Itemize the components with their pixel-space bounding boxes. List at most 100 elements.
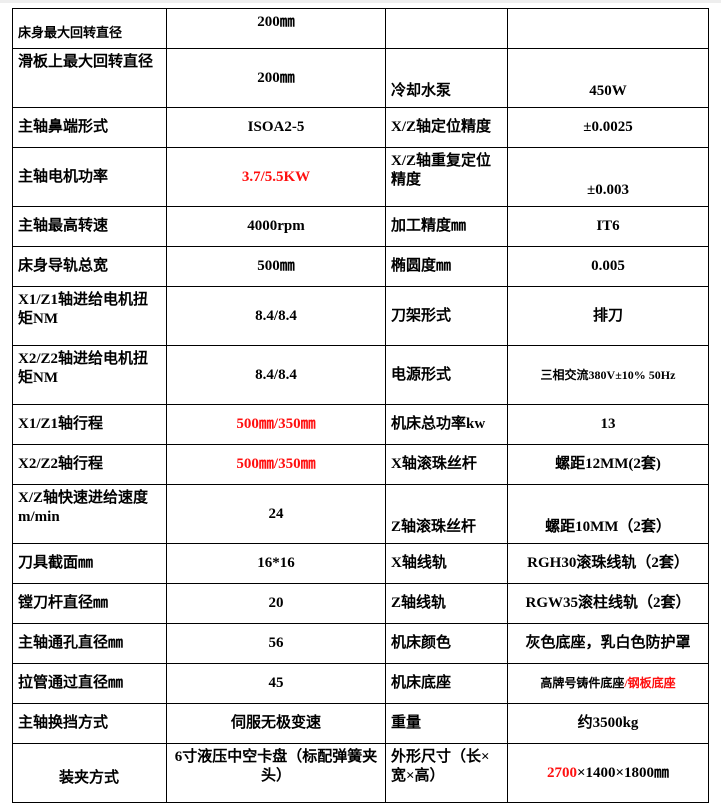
table-row: 主轴最高转速 4000rpm 加工精度㎜ IT6 <box>12 206 709 247</box>
cell-text: 主轴最高转速 <box>18 218 109 234</box>
cell-text: 螺距10MM（2套） <box>545 519 671 535</box>
cell-text: 高牌号铸件底座 <box>540 676 625 690</box>
param-value: 16*16 <box>166 543 386 584</box>
cell-text: 加工精度㎜ <box>391 218 467 234</box>
param-label: X/Z轴重复定位精度 <box>385 147 508 207</box>
cell-text: 床身最大回转直径 <box>18 25 123 40</box>
param-value: RGH30滚珠线轨（2套） <box>507 543 709 584</box>
param-label: 电源形式 <box>385 345 508 405</box>
cell-text: 450W <box>589 83 627 99</box>
cell-text: 24 <box>268 505 284 522</box>
param-value: 伺服无极变速 <box>166 703 386 744</box>
cell-text: X/Z轴重复定位精度 <box>391 153 492 188</box>
cell-text: 主轴电机功率 <box>18 168 109 185</box>
cell-text: 主轴通孔直径㎜ <box>18 635 124 651</box>
cell-text: 三相交流380V±10% 50Hz <box>540 367 676 382</box>
table-row: 主轴鼻端形式 ISOA2-5 X/Z轴定位精度 ±0.0025 <box>12 107 709 148</box>
cell-text: 200㎜ <box>257 69 295 86</box>
table-row: X1/Z1轴进给电机扭矩NM 8.4/8.4 刀架形式 排刀 <box>12 286 709 346</box>
cell-text: 重量 <box>391 715 422 731</box>
cell-text: 0.005 <box>591 258 625 274</box>
param-label: 椭圆度㎜ <box>385 246 508 287</box>
table-row: X1/Z1轴行程 500㎜/350㎜ 机床总功率kw 13 <box>12 404 709 445</box>
cell-text: 灰色底座，乳白色防护罩 <box>525 635 691 651</box>
param-value: 6寸液压中空卡盘（标配弹簧夹头） <box>166 743 386 803</box>
cell-text: 500㎜ <box>257 258 295 274</box>
table-row: X2/Z2轴进给电机扭矩NM 8.4/8.4 电源形式 三相交流380V±10% 50… <box>12 345 709 405</box>
param-value: 螺距12MM(2套) <box>507 444 709 485</box>
param-label: Z轴线轨 <box>385 583 508 624</box>
param-label: 主轴通孔直径㎜ <box>12 623 167 664</box>
cell-text: 约3500kg <box>577 715 639 731</box>
param-value: 56 <box>166 623 386 664</box>
cell-text: ±0.003 <box>587 182 629 198</box>
table-row: 主轴换挡方式 伺服无极变速 重量 约3500kg <box>12 703 709 744</box>
param-label: X2/Z2轴行程 <box>12 444 167 485</box>
table-row: X/Z轴快速进给速度m/min 24 Z轴滚珠丝杆 螺距10MM（2套） <box>12 484 709 544</box>
param-value: 500㎜/350㎜ <box>166 404 386 445</box>
param-value: 0.005 <box>507 246 709 287</box>
cell-text: X/Z轴快速进给速度m/min <box>18 490 149 525</box>
cell-text: 外形尺寸（长×宽×高） <box>391 749 490 784</box>
param-value: 3.7/5.5KW <box>166 147 386 207</box>
param-label: 拉管通过直径㎜ <box>12 663 167 704</box>
cell-text: X/Z轴定位精度 <box>391 119 492 135</box>
cell-text: Z轴滚珠丝杆 <box>391 519 477 535</box>
cell-text: ISOA2-5 <box>247 119 305 135</box>
param-label: 机床颜色 <box>385 623 508 664</box>
param-label <box>385 8 508 49</box>
param-label: 刀具截面㎜ <box>12 543 167 584</box>
param-value: 排刀 <box>507 286 709 346</box>
param-value: 约3500kg <box>507 703 709 744</box>
param-label: 加工精度㎜ <box>385 206 508 247</box>
param-value: ISOA2-5 <box>166 107 386 148</box>
param-label: 重量 <box>385 703 508 744</box>
param-label: 刀架形式 <box>385 286 508 346</box>
cell-text: /钢板底座 <box>624 676 676 690</box>
cell-text: 机床颜色 <box>391 635 452 651</box>
param-label: X1/Z1轴进给电机扭矩NM <box>12 286 167 346</box>
param-value: RGW35滚柱线轨（2套） <box>507 583 709 624</box>
table-row: 主轴通孔直径㎜ 56 机床颜色 灰色底座，乳白色防护罩 <box>12 623 709 664</box>
table-row: 床身最大回转直径 200㎜ <box>12 8 709 49</box>
param-value: ±0.0025 <box>507 107 709 148</box>
param-label: 滑板上最大回转直径 <box>12 48 167 108</box>
param-label: 主轴鼻端形式 <box>12 107 167 148</box>
param-value: 20 <box>166 583 386 624</box>
table-row: 拉管通过直径㎜ 45 机床底座 高牌号铸件底座/钢板底座 <box>12 663 709 704</box>
cell-text: 滑板上最大回转直径 <box>18 54 154 70</box>
cell-text: 13 <box>600 416 616 432</box>
param-label: X1/Z1轴行程 <box>12 404 167 445</box>
param-label: 机床总功率kw <box>385 404 508 445</box>
cell-text: 装夹方式 <box>58 770 119 786</box>
param-label: 机床底座 <box>385 663 508 704</box>
table-row: 装夹方式 6寸液压中空卡盘（标配弹簧夹头） 外形尺寸（长×宽×高） 2700×1400… <box>12 743 709 803</box>
param-value: 灰色底座，乳白色防护罩 <box>507 623 709 664</box>
cell-text: 200㎜ <box>257 14 295 30</box>
param-label: 主轴电机功率 <box>12 147 167 207</box>
param-value: 螺距10MM（2套） <box>507 484 709 544</box>
param-label: X/Z轴定位精度 <box>385 107 508 148</box>
param-value <box>507 8 709 49</box>
param-label: 冷却水泵 <box>385 48 508 108</box>
param-value: IT6 <box>507 206 709 247</box>
cell-text: X轴线轨 <box>391 555 447 571</box>
cell-text: 16*16 <box>257 555 295 571</box>
param-value: 三相交流380V±10% 50Hz <box>507 345 709 405</box>
param-value: 200㎜ <box>166 48 386 108</box>
cell-text: Z轴线轨 <box>391 595 447 611</box>
cell-text: X2/Z2轴进给电机扭矩NM <box>18 351 149 386</box>
cell-text: 20 <box>268 595 284 611</box>
param-value: 8.4/8.4 <box>166 345 386 405</box>
cell-text: 冷却水泵 <box>391 83 452 99</box>
cell-text: 椭圆度㎜ <box>391 258 452 274</box>
cell-text: 机床底座 <box>391 675 452 691</box>
cell-text: 500㎜/350㎜ <box>236 456 316 472</box>
cell-text: 8.4/8.4 <box>255 307 297 324</box>
param-value: 500㎜/350㎜ <box>166 444 386 485</box>
cell-text: ±0.0025 <box>583 119 633 135</box>
param-value: 500㎜ <box>166 246 386 287</box>
cell-text: 镗刀杆直径㎜ <box>18 595 109 611</box>
param-value: 450W <box>507 48 709 108</box>
param-label: 镗刀杆直径㎜ <box>12 583 167 624</box>
